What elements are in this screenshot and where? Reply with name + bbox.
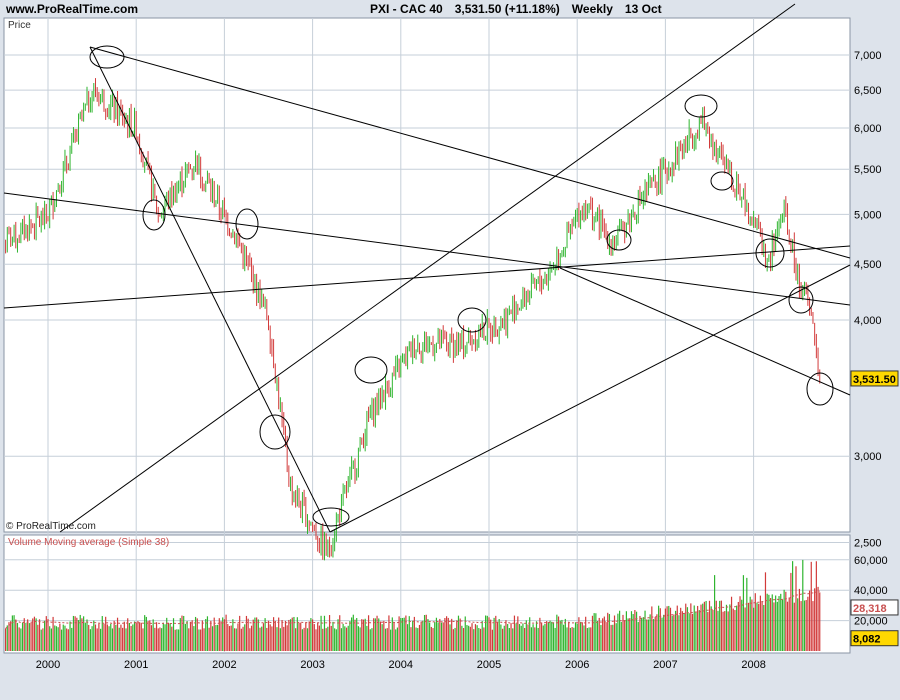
year-tick-label: 2007 [653,659,677,671]
chart-header: www.ProRealTime.com PXI - CAC 40 3,531.50… [0,0,900,18]
price-tick-label: 6,500 [854,85,882,97]
pattern-marker-ellipse[interactable] [457,307,487,333]
instrument-name: PXI - CAC 40 [370,2,443,16]
last-volume-badge: 8,082 [850,630,899,647]
price-tick-label: 7,000 [854,50,882,62]
trendline[interactable] [329,264,851,533]
price-tick-label: 2,500 [854,538,882,550]
pattern-marker-ellipse[interactable] [710,171,734,191]
year-tick-label: 2001 [124,659,148,671]
pattern-marker-ellipse[interactable] [235,208,259,240]
year-tick-label: 2003 [300,659,324,671]
trendline[interactable] [3,192,851,306]
pattern-marker-ellipse[interactable] [606,229,632,251]
trendline[interactable] [3,245,851,309]
last-price-badge: 3,531.50 [850,370,899,387]
pattern-marker-ellipse[interactable] [684,94,718,118]
volume-tick-label: 40,000 [854,585,888,597]
volume-moving-average [5,590,820,629]
price-tick-label: 3,000 [854,451,882,463]
instrument-summary: PXI - CAC 40 3,531.50 (+11.18%) Weekly 13 O… [370,2,674,16]
year-tick-label: 2002 [212,659,236,671]
price-tick-label: 5,500 [854,164,882,176]
price-panel[interactable] [3,17,851,533]
trendline[interactable] [89,46,331,533]
pattern-marker-ellipse[interactable] [788,286,814,314]
pattern-marker-ellipse[interactable] [806,372,834,406]
trendline[interactable] [559,267,851,396]
volume-label: Volume Moving average (Simple 38) [8,537,169,548]
period: Weekly [571,2,613,16]
year-tick-label: 2005 [477,659,501,671]
site-name[interactable]: www.ProRealTime.com [6,2,139,16]
price-tick-label: 6,000 [854,123,882,135]
price-tick-label: 5,000 [854,209,882,221]
volume-ma-badge: 28,318 [850,599,899,616]
volume-tick-label: 60,000 [854,555,888,567]
pattern-marker-ellipse[interactable] [259,414,291,450]
svg-text:3,531.50: 3,531.50 [853,374,896,386]
pattern-marker-ellipse[interactable] [354,356,388,384]
pattern-marker-ellipse[interactable] [142,199,166,231]
price-tick-label: 4,500 [854,259,882,271]
price-tick-label: 4,000 [854,315,882,327]
year-tick-label: 2006 [565,659,589,671]
svg-text:8,082: 8,082 [853,634,881,646]
last-date: 13 Oct [624,2,662,16]
year-tick-label: 2000 [36,659,60,671]
trendline[interactable] [89,46,851,259]
trendline[interactable] [59,3,796,533]
pattern-marker-ellipse[interactable] [89,45,125,69]
price-label: Price [8,20,31,31]
year-tick-label: 2008 [741,659,765,671]
pattern-marker-ellipse[interactable] [755,238,785,268]
volume-tick-label: 20,000 [854,616,888,628]
pattern-marker-ellipse[interactable] [312,507,350,527]
last-price: 3,531.50 (+11.18%) [454,2,560,16]
copyright: © ProRealTime.com [6,521,96,532]
svg-text:28,318: 28,318 [853,603,887,615]
year-tick-label: 2004 [389,659,413,671]
